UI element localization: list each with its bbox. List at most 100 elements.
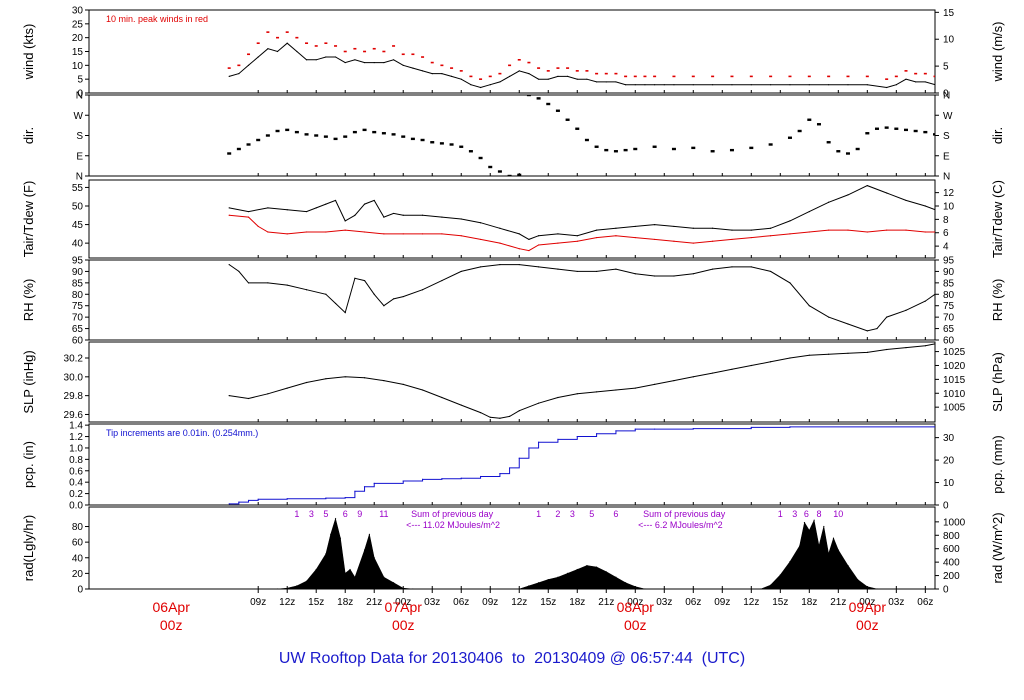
data-point xyxy=(528,447,530,449)
peak-wind-mark xyxy=(314,45,318,47)
direction-mark xyxy=(420,138,425,142)
left-tick-label: 45 xyxy=(72,220,84,231)
direction-mark xyxy=(797,129,802,133)
data-point xyxy=(924,81,926,83)
data-point xyxy=(557,396,559,399)
data-point xyxy=(789,357,791,359)
data-point xyxy=(557,576,559,578)
data-point xyxy=(528,238,530,241)
data-point xyxy=(905,199,907,202)
left-tick-label: 25 xyxy=(72,19,84,30)
data-point xyxy=(363,61,366,64)
peak-wind-mark xyxy=(933,75,935,78)
data-point xyxy=(247,64,250,66)
direction-mark xyxy=(613,150,618,153)
peak-wind-mark xyxy=(846,75,850,78)
peak-wind-mark xyxy=(324,42,328,44)
data-point xyxy=(828,201,830,203)
title-start-date: 20130406 xyxy=(431,650,503,667)
right-tick-label: 10 xyxy=(943,478,955,489)
data-point xyxy=(392,582,395,584)
data-point xyxy=(566,572,569,574)
panel-annotation: Tip increments are 0.01in. (0.254mm.) xyxy=(106,428,258,438)
data-point xyxy=(402,233,404,235)
left-tick-label: 0.2 xyxy=(69,489,83,500)
left-tick-label: 0.6 xyxy=(69,466,83,477)
data-point xyxy=(886,192,888,194)
data-point xyxy=(373,199,375,202)
data-point xyxy=(750,229,752,231)
hour-mark: 3 xyxy=(792,509,797,519)
direction-mark xyxy=(449,143,454,146)
data-point xyxy=(402,295,404,298)
direction-mark xyxy=(894,127,899,130)
data-point xyxy=(586,78,588,80)
data-point xyxy=(808,354,810,356)
y-axis-label-left: pcp. (in) xyxy=(21,441,36,488)
data-point xyxy=(770,84,772,86)
left-tick-label: 85 xyxy=(72,278,84,289)
data-point xyxy=(634,236,636,239)
data-point xyxy=(392,59,395,61)
peak-wind-mark xyxy=(256,42,260,44)
direction-mark xyxy=(923,130,928,134)
data-point xyxy=(673,84,675,86)
right-tick-label: 600 xyxy=(943,544,960,555)
data-point xyxy=(296,50,298,53)
data-point xyxy=(837,549,839,551)
left-tick-label: 30 xyxy=(72,6,84,17)
data-point xyxy=(247,282,250,284)
peak-wind-mark xyxy=(488,75,492,78)
left-tick-label: 70 xyxy=(72,313,84,324)
peak-wind-mark xyxy=(498,72,502,75)
peak-wind-mark xyxy=(904,70,908,72)
day-label-zulu: 00z xyxy=(160,617,183,633)
daily-sum-value: <--- 6.2 MJoules/m^2 xyxy=(638,520,723,530)
data-point xyxy=(576,78,578,80)
right-tick-label: 200 xyxy=(943,571,960,582)
hour-mark: 8 xyxy=(816,509,821,519)
data-point xyxy=(305,289,308,291)
right-tick-label: 80 xyxy=(943,290,955,301)
hour-mark: 6 xyxy=(804,509,809,519)
peak-wind-mark xyxy=(237,64,241,67)
data-point xyxy=(905,78,907,80)
right-tick-label: 1020 xyxy=(943,361,966,372)
data-point xyxy=(499,263,501,266)
hour-mark: 6 xyxy=(343,509,348,519)
panel-dir-data xyxy=(227,95,935,176)
data-point xyxy=(344,496,346,499)
data-point xyxy=(267,231,269,233)
data-point xyxy=(247,499,250,502)
data-point xyxy=(673,240,675,242)
data-point xyxy=(276,50,279,53)
data-point xyxy=(344,61,346,64)
direction-mark xyxy=(855,147,860,151)
data-point xyxy=(228,214,230,216)
left-tick-label: 55 xyxy=(72,183,84,194)
data-point xyxy=(557,75,559,77)
data-point xyxy=(934,84,935,86)
peak-wind-mark xyxy=(305,42,309,44)
data-point xyxy=(915,81,917,83)
data-point xyxy=(847,323,849,325)
hour-mark: 5 xyxy=(589,509,594,519)
data-point xyxy=(518,263,520,266)
left-tick-label: 10 xyxy=(72,61,84,72)
data-point xyxy=(654,238,656,241)
panel-slp: 29.6 29.8 30.0 30.2 1005 1010 1015 1020 1025 SLP … xyxy=(21,341,1005,423)
data-point xyxy=(383,305,385,307)
data-point xyxy=(789,233,791,235)
direction-mark xyxy=(430,141,435,144)
data-point xyxy=(770,235,772,237)
direction-mark xyxy=(410,137,415,141)
peak-wind-mark xyxy=(392,45,396,47)
data-point xyxy=(576,568,578,571)
data-point xyxy=(692,376,694,378)
data-point xyxy=(373,557,375,559)
data-point xyxy=(924,231,926,233)
data-point xyxy=(325,553,327,555)
data-point xyxy=(596,229,598,231)
y-axis-label-left: wind (kts) xyxy=(21,24,36,81)
